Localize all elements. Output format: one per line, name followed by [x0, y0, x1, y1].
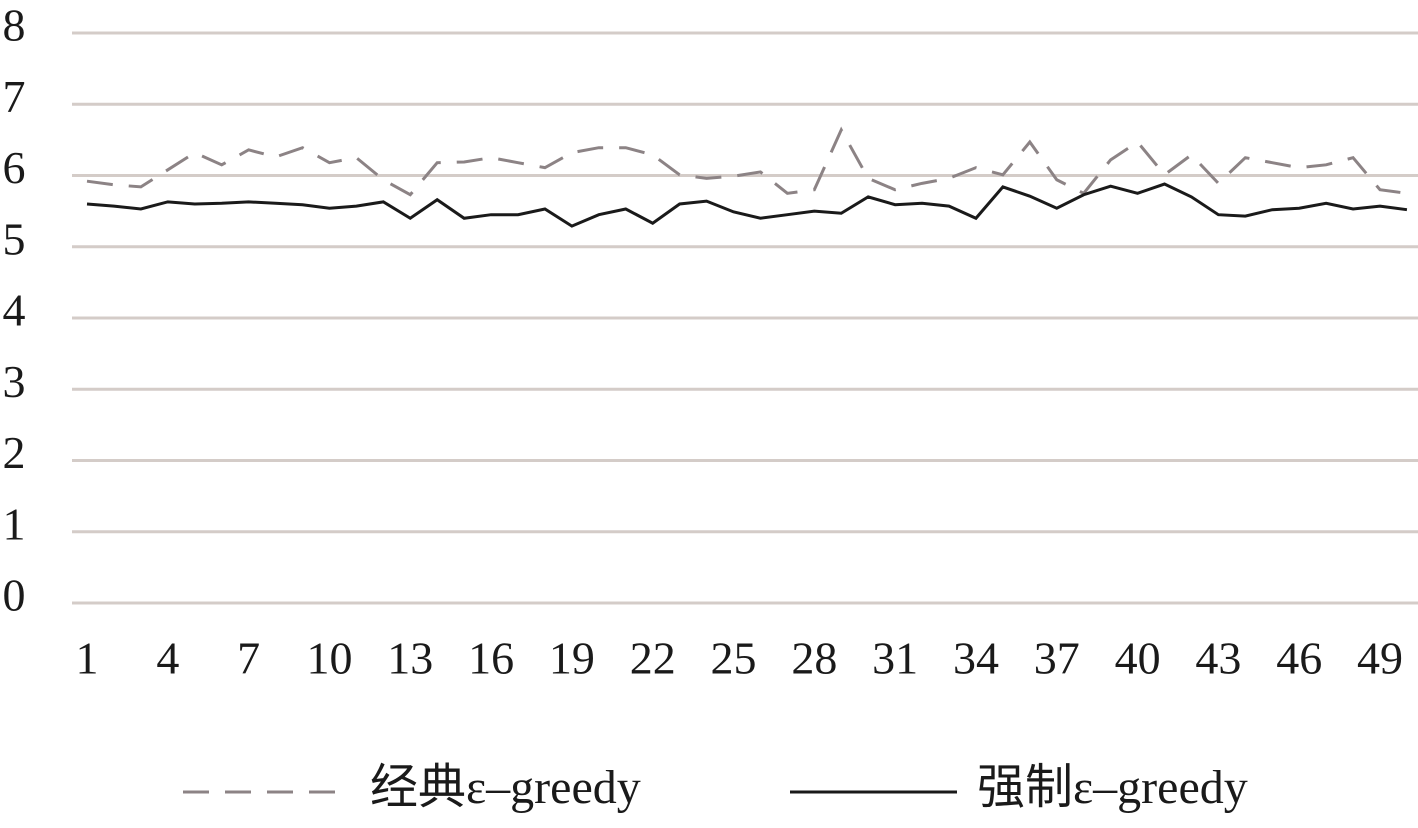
line-series — [86, 182, 1408, 228]
x-tick-label: 1 — [76, 633, 99, 684]
y-tick-label: 6 — [3, 142, 26, 193]
x-tick-label: 4 — [156, 633, 179, 684]
x-tick-label: 10 — [306, 633, 352, 684]
x-tick-label: 43 — [1195, 633, 1241, 684]
line-series — [86, 126, 1408, 197]
x-tick-label: 19 — [549, 633, 595, 684]
x-tick-label: 31 — [872, 633, 918, 684]
y-tick-label: 2 — [3, 427, 26, 478]
legend-label: 经典ε–greedy — [370, 761, 641, 814]
x-tick-label: 16 — [468, 633, 514, 684]
y-tick-label: 5 — [3, 213, 26, 264]
x-tick-label: 22 — [630, 633, 676, 684]
x-tick-label: 37 — [1034, 633, 1080, 684]
y-tick-label: 7 — [3, 71, 26, 122]
x-tick-label: 46 — [1276, 633, 1322, 684]
x-tick-label: 49 — [1357, 633, 1403, 684]
x-tick-label: 25 — [711, 633, 757, 684]
x-tick-label: 7 — [237, 633, 260, 684]
x-tick-label: 28 — [791, 633, 837, 684]
y-tick-label: 8 — [3, 0, 26, 51]
y-tick-label: 1 — [3, 498, 26, 549]
x-tick-label: 40 — [1115, 633, 1161, 684]
y-tick-label: 3 — [3, 356, 26, 407]
y-tick-label: 0 — [3, 570, 26, 621]
y-tick-label: 4 — [3, 285, 26, 336]
x-tick-label: 13 — [387, 633, 433, 684]
x-tick-label: 34 — [953, 633, 999, 684]
legend-label: 强制ε–greedy — [977, 761, 1248, 814]
